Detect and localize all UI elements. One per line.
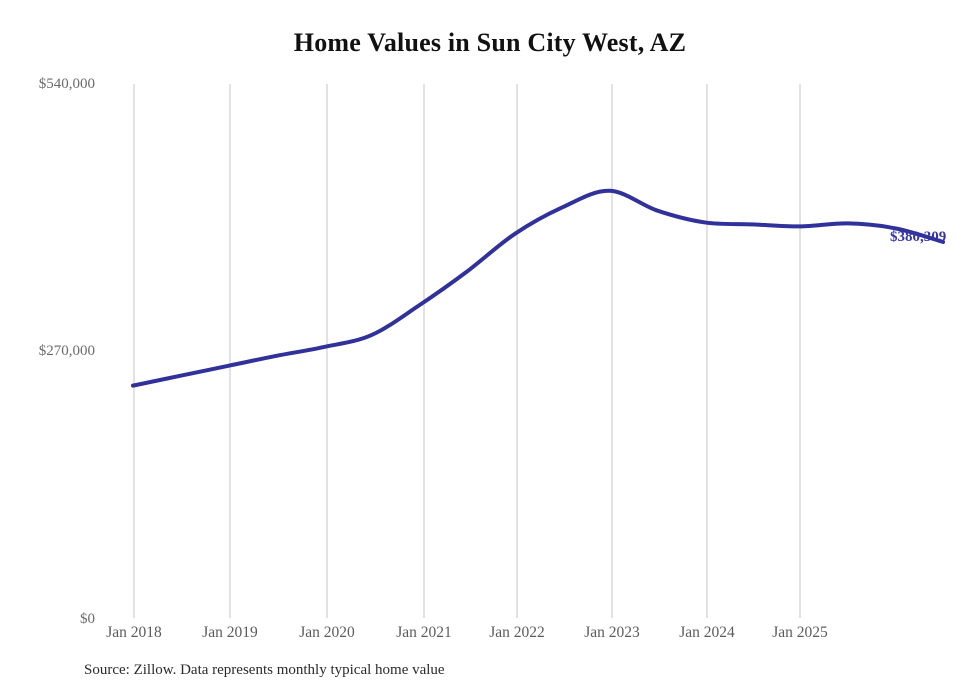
vertical-gridlines xyxy=(133,84,801,618)
x-axis-tick-jan-2022: Jan 2022 xyxy=(489,624,545,641)
y-axis-tick-270000: $270,000 xyxy=(38,343,95,359)
data-series-line xyxy=(131,188,946,388)
page-title: Home Values in Sun City West, AZ xyxy=(293,28,687,57)
x-axis-tick-jan-2024: Jan 2024 xyxy=(679,624,735,641)
x-axis-tick-jan-2021: Jan 2021 xyxy=(396,624,452,641)
y-axis-tick-0: $0 xyxy=(80,611,95,627)
x-axis-tick-jan-2018: Jan 2018 xyxy=(106,624,162,641)
x-axis-tick-jan-2019: Jan 2019 xyxy=(202,624,258,641)
source-note: Source: Zillow. Data represents monthly … xyxy=(84,662,445,678)
x-axis-tick-jan-2023: Jan 2023 xyxy=(584,624,640,641)
y-axis-tick-540000: $540,000 xyxy=(38,76,95,92)
x-axis-tick-jan-2025: Jan 2025 xyxy=(772,624,828,641)
x-axis-tick-jan-2020: Jan 2020 xyxy=(299,624,355,641)
end-value-label: $380,309 xyxy=(890,229,947,245)
